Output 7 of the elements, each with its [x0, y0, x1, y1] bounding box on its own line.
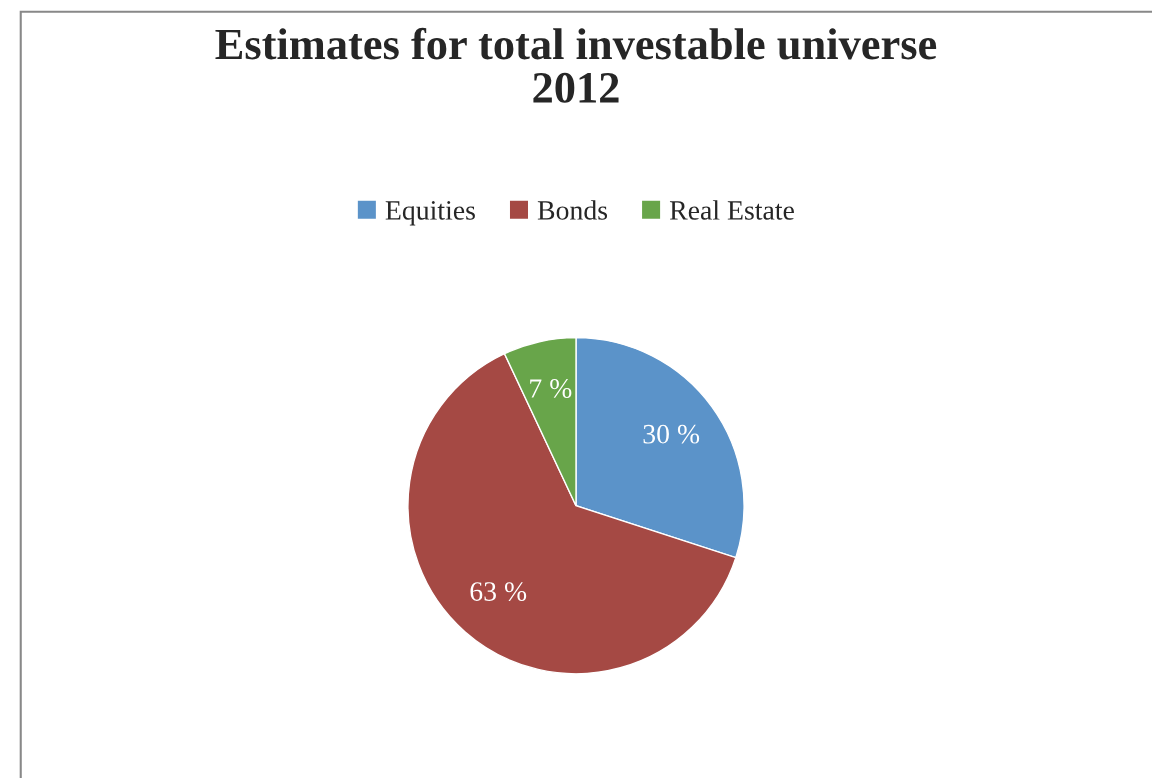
legend-label: Bonds: [537, 200, 608, 220]
legend-label: Equities: [385, 201, 475, 226]
chart-title: Estimates for total investable universe 2012: [215, 27, 937, 103]
data-label: 30 %: [643, 424, 700, 444]
data-label: 7 %: [530, 379, 572, 398]
data-label: 63 %: [470, 582, 527, 601]
legend-label: Real Estate: [669, 200, 794, 220]
